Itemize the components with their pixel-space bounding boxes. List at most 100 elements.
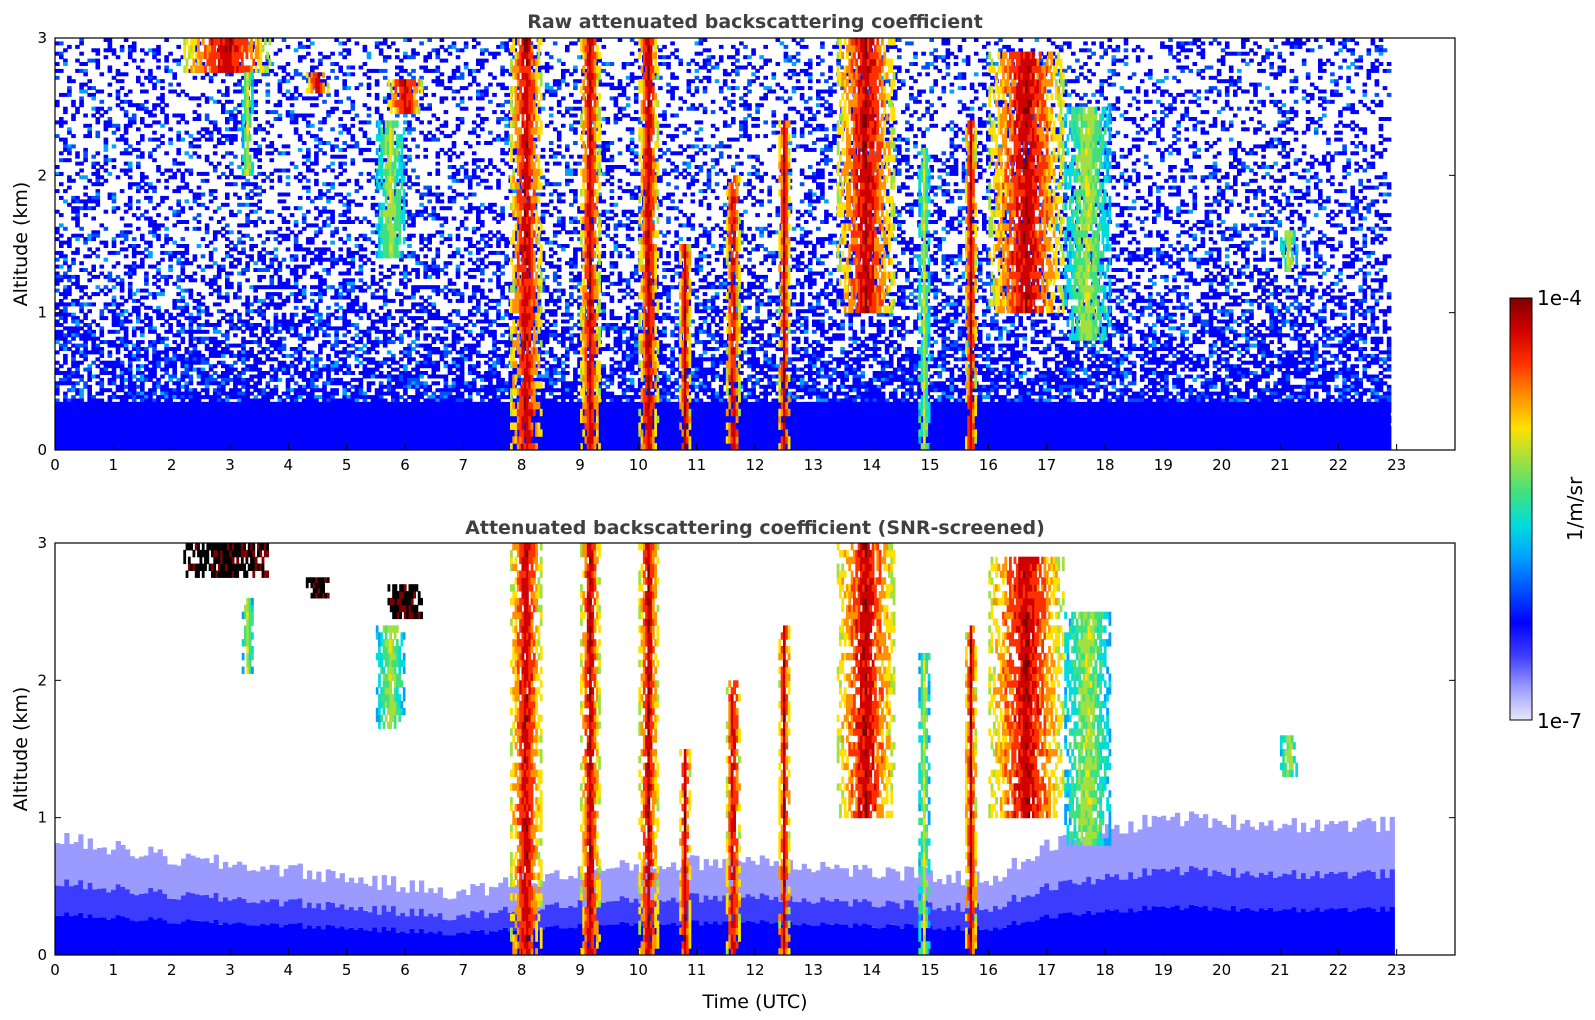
noise-cell xyxy=(1111,103,1117,108)
noise-cell xyxy=(1241,209,1246,214)
noise-cell xyxy=(200,202,206,207)
noise-cell xyxy=(1030,117,1036,121)
noise-cell xyxy=(990,171,995,176)
noise-cell xyxy=(953,75,959,80)
noise-cell xyxy=(492,165,497,169)
noise-cell xyxy=(1099,89,1104,94)
noise-cell xyxy=(755,199,760,204)
noise-cell xyxy=(225,110,230,115)
noise-cell xyxy=(977,117,983,121)
noise-cell xyxy=(1091,41,1096,46)
noise-cell xyxy=(690,58,696,63)
noise-cell xyxy=(233,213,238,218)
noise-cell xyxy=(743,195,748,200)
noise-cell xyxy=(1208,75,1214,80)
noise-cell xyxy=(577,79,582,84)
noise-cell xyxy=(1366,161,1372,166)
noise-cell xyxy=(897,209,902,214)
noise-cell xyxy=(1265,141,1270,145)
noise-cell xyxy=(949,51,955,56)
noise-cell xyxy=(285,79,291,84)
noise-cell xyxy=(609,154,615,159)
noise-cell xyxy=(929,213,934,218)
noise-cell xyxy=(718,168,724,173)
noise-cell xyxy=(990,206,995,211)
noise-cell xyxy=(735,137,740,142)
noise-cell xyxy=(1338,209,1343,214)
noise-cell xyxy=(953,134,959,139)
noise-cell xyxy=(803,147,809,152)
noise-cell xyxy=(937,168,943,173)
noise-cell xyxy=(1111,55,1117,60)
noise-cell xyxy=(273,147,279,152)
noise-cell xyxy=(1135,86,1141,91)
noise-cell xyxy=(1318,189,1323,194)
noise-cell xyxy=(897,151,902,156)
noise-cell xyxy=(581,72,586,77)
noise-cell xyxy=(747,103,752,108)
noise-cell xyxy=(1095,62,1100,66)
noise-cell xyxy=(807,147,813,152)
noise-cell xyxy=(1127,103,1133,108)
noise-cell xyxy=(727,86,732,91)
noise-cell xyxy=(1204,220,1210,224)
noise-cell xyxy=(1237,106,1242,111)
noise-cell xyxy=(75,213,80,218)
noise-cell xyxy=(1378,192,1384,197)
noise-cell xyxy=(1135,89,1141,94)
noise-cell xyxy=(820,175,825,180)
noise-cell xyxy=(285,89,291,94)
noise-cell xyxy=(431,216,437,221)
noise-cell xyxy=(443,216,449,221)
noise-cell xyxy=(1233,178,1238,183)
noise-cell xyxy=(548,154,554,159)
noise-cell xyxy=(1241,44,1246,49)
noise-cell xyxy=(824,213,829,218)
noise-cell xyxy=(706,171,712,176)
noise-cell xyxy=(326,199,331,204)
noise-cell xyxy=(1289,171,1295,176)
noise-cell xyxy=(378,120,384,125)
noise-cell xyxy=(949,220,955,224)
noise-cell xyxy=(1338,223,1343,228)
noise-cell xyxy=(613,202,619,207)
noise-cell xyxy=(1378,103,1384,108)
noise-cell xyxy=(1131,161,1137,166)
noise-cell xyxy=(241,161,246,166)
noise-cell xyxy=(751,117,756,121)
noise-cell xyxy=(1224,79,1230,84)
noise-cell xyxy=(111,123,117,128)
noise-cell xyxy=(439,79,445,84)
noise-cell xyxy=(1115,213,1121,218)
noise-cell xyxy=(1220,175,1226,180)
noise-cell xyxy=(714,158,720,163)
noise-cell xyxy=(1208,123,1214,128)
noise-cell xyxy=(188,168,194,173)
noise-cell xyxy=(1354,209,1359,214)
noise-cell xyxy=(666,195,671,200)
noise-cell xyxy=(152,189,157,194)
noise-cell xyxy=(654,72,659,77)
noise-cell xyxy=(1058,209,1064,214)
noise-cell xyxy=(1309,96,1315,101)
noise-cell xyxy=(176,44,181,49)
noise-cell xyxy=(1192,144,1198,149)
noise-cell xyxy=(221,154,226,159)
noise-cell xyxy=(686,106,692,111)
noise-cell xyxy=(1176,185,1181,190)
noise-cell xyxy=(1212,199,1218,204)
noise-cell xyxy=(1322,62,1327,66)
noise-cell xyxy=(435,216,441,221)
noise-cell xyxy=(674,55,679,60)
noise-cell xyxy=(1148,75,1153,80)
noise-cell xyxy=(654,158,659,163)
noise-cell xyxy=(216,206,222,211)
noise-cell xyxy=(1160,117,1165,121)
noise-cell xyxy=(99,223,105,228)
noise-cell xyxy=(1131,168,1137,173)
noise-cell xyxy=(536,106,542,111)
noise-cell xyxy=(1253,161,1258,166)
noise-cell xyxy=(1338,113,1343,118)
noise-cell xyxy=(374,189,380,194)
noise-cell xyxy=(176,92,181,97)
